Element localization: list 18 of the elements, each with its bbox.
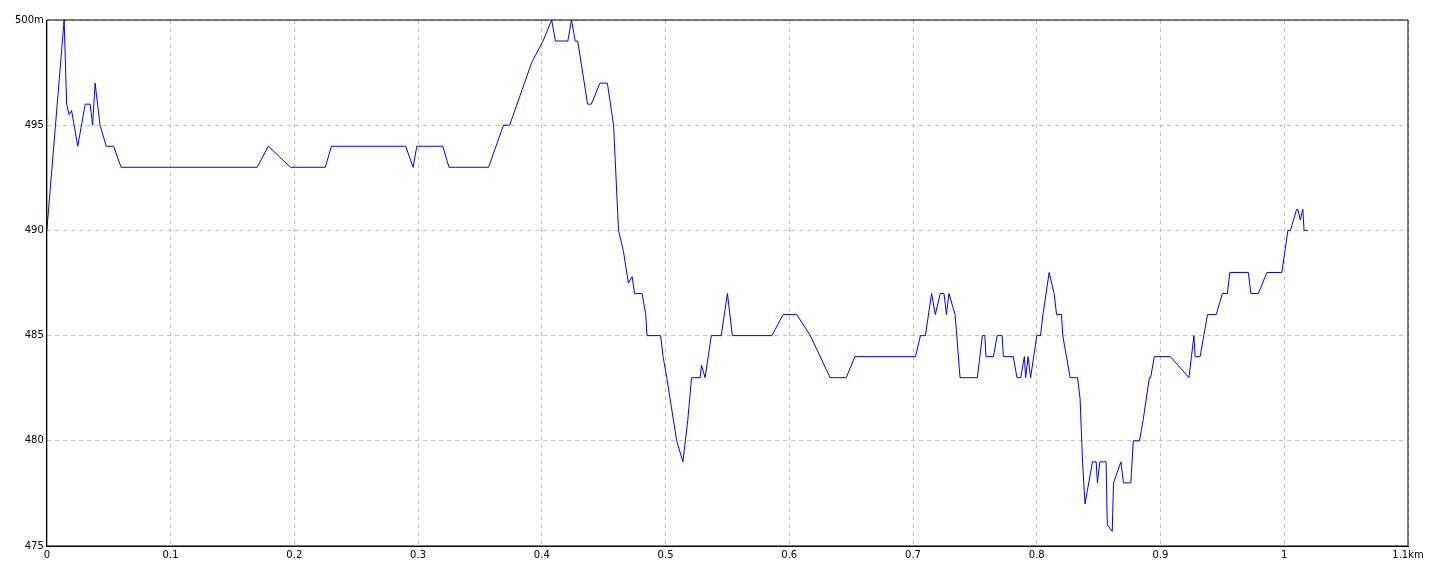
x-tick-label: 0.1 [162, 548, 179, 560]
x-tick-label: 0.5 [657, 548, 674, 560]
y-tick-label: 485 [24, 329, 44, 341]
y-tick-label: 500m [15, 13, 44, 25]
x-tick-label: 0.6 [781, 548, 798, 560]
x-tick-label: 0.9 [1152, 548, 1169, 560]
y-tick-label: 495 [24, 118, 44, 130]
y-tick-label: 475 [24, 539, 44, 551]
x-tick-label: 0.4 [533, 548, 550, 560]
y-tick-label: 490 [24, 223, 44, 235]
x-tick-label: 0.7 [905, 548, 921, 560]
x-tick-label: 1.1km [1392, 548, 1424, 560]
y-tick-label: 480 [24, 434, 44, 446]
x-tick-label: 1 [1281, 548, 1288, 560]
x-tick-label: 0.2 [286, 548, 303, 560]
x-tick-label: 0.8 [1028, 548, 1045, 560]
x-tick-label: 0 [43, 548, 51, 560]
x-tick-label: 0.3 [410, 548, 427, 560]
